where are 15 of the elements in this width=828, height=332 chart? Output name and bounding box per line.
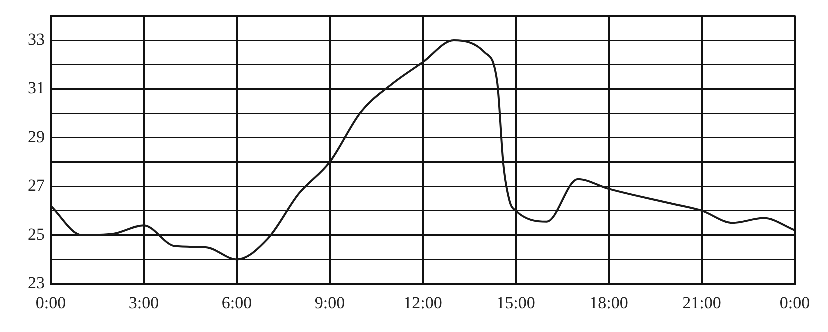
x-tick-label: 12:00 (404, 294, 442, 313)
y-tick-label: 23 (28, 273, 45, 292)
y-tick-label: 33 (28, 30, 45, 50)
y-tick-label: 31 (28, 78, 45, 98)
x-tick-label: 6:00 (222, 294, 252, 313)
x-tick-label: 15:00 (496, 294, 536, 313)
x-tick-label: 0:00 (780, 294, 810, 313)
x-tick-label: 18:00 (590, 294, 628, 313)
x-tick-label: 0:00 (36, 294, 66, 313)
y-tick-label: 27 (28, 176, 46, 196)
x-tick-label: 3:00 (128, 294, 160, 313)
x-tick-label: 9:00 (314, 294, 346, 313)
y-tick-label: 29 (28, 127, 45, 146)
x-tick-label: 21:00 (682, 294, 722, 313)
y-tick-label: 25 (28, 224, 45, 244)
